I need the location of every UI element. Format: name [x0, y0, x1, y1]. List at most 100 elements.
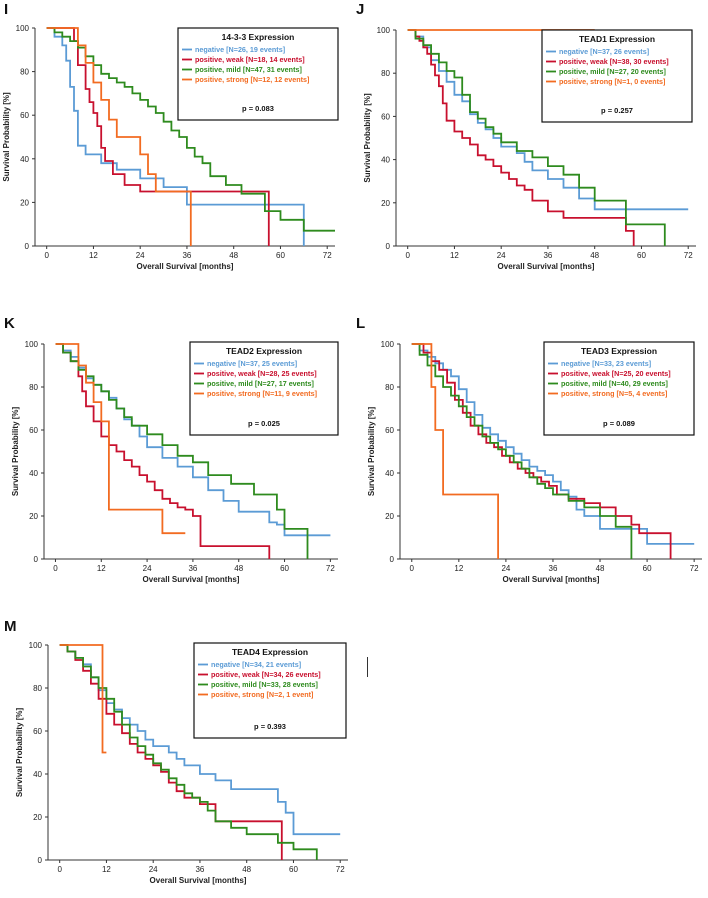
- legend-box: [543, 341, 695, 436]
- x-tick-label: 72: [323, 251, 332, 260]
- y-tick-label: 40: [33, 770, 42, 779]
- chart-title: TEAD1 Expression: [579, 34, 655, 44]
- km-curve-weak: [407, 29, 635, 246]
- x-tick-label: 12: [454, 564, 463, 573]
- x-tick-label: 36: [195, 865, 204, 874]
- x-axis-label: Overall Survival [months]: [137, 262, 234, 271]
- x-tick-label: 60: [276, 251, 285, 260]
- km-curve-strong: [55, 343, 186, 535]
- y-tick-label: 20: [385, 512, 394, 521]
- x-tick-label: 0: [44, 251, 49, 260]
- legend-entry-negative: negative [N=34, 21 events]: [211, 660, 301, 669]
- x-tick-label: 60: [280, 564, 289, 573]
- legend-entry-weak: positive, weak [N=34, 26 events]: [211, 670, 321, 679]
- x-tick-label: 48: [242, 865, 251, 874]
- chart-title: 14-3-3 Expression: [222, 32, 295, 42]
- x-tick-label: 60: [637, 251, 646, 260]
- km-curve-mild: [59, 644, 318, 860]
- y-axis-label: Survival Probability [%]: [367, 406, 376, 496]
- y-tick-label: 40: [29, 469, 38, 478]
- panel-l: L 0 12 24 36 48 60 72 0 20 40 60 80 100 Overall Surviv…: [352, 310, 708, 610]
- y-tick-label: 100: [25, 340, 39, 349]
- chart-title: TEAD2 Expression: [226, 346, 302, 356]
- y-tick-label: 80: [33, 684, 42, 693]
- x-tick-label: 0: [57, 865, 62, 874]
- x-tick-label: 24: [497, 251, 506, 260]
- km-curve-mild: [407, 29, 666, 246]
- x-tick-label: 72: [684, 251, 693, 260]
- x-tick-label: 24: [501, 564, 510, 573]
- x-tick-label: 72: [336, 865, 345, 874]
- legend-entry-negative: negative [N=26, 19 events]: [195, 45, 285, 54]
- panel-m: M 0 12 24 36 48 60 72 0 20 40 60 80 100 Overall Surviv…: [0, 615, 360, 898]
- x-tick-label: 48: [234, 564, 243, 573]
- x-tick-label: 48: [596, 564, 605, 573]
- y-tick-label: 0: [38, 856, 43, 865]
- x-axis-label: Overall Survival [months]: [150, 876, 247, 885]
- x-tick-label: 12: [102, 865, 111, 874]
- x-tick-label: 48: [229, 251, 238, 260]
- km-curve-strong: [59, 644, 107, 754]
- km-chart-svg: J 0 12 24 36 48 60 72 0 20 40 60 80 100 Overall Surviv…: [356, 1, 696, 271]
- y-axis-label: Survival Probability [%]: [2, 92, 11, 182]
- y-tick-label: 40: [20, 155, 29, 164]
- y-tick-label: 60: [29, 426, 38, 435]
- km-curve-mild: [411, 343, 633, 559]
- y-tick-label: 0: [25, 242, 30, 251]
- legend-box: [189, 341, 339, 436]
- x-tick-label: 60: [643, 564, 652, 573]
- x-tick-label: 24: [136, 251, 145, 260]
- chart-title: TEAD4 Expression: [232, 647, 308, 657]
- legend-entry-mild: positive, mild [N=33, 28 events]: [211, 680, 318, 689]
- p-value: p = 0.083: [242, 104, 274, 113]
- legend-box: [541, 29, 693, 123]
- y-tick-label: 80: [20, 68, 29, 77]
- legend-entry-weak: positive, weak [N=25, 20 events]: [561, 369, 671, 378]
- legend-entry-strong: positive, strong [N=2, 1 event]: [211, 690, 313, 699]
- x-tick-label: 12: [97, 564, 106, 573]
- km-curve-mild: [55, 343, 309, 559]
- legend-entry-strong: positive, strong [N=11, 9 events]: [207, 389, 317, 398]
- x-tick-label: 36: [182, 251, 191, 260]
- km-curve-strong: [411, 343, 499, 559]
- x-tick-label: 36: [549, 564, 558, 573]
- y-tick-label: 100: [377, 26, 391, 35]
- y-axis-label: Survival Probability [%]: [11, 406, 20, 496]
- km-chart-svg: I 0 12 24 36 48 60 72 0 20 40 60 80 100 Overall Surviv…: [2, 1, 339, 271]
- legend-entry-weak: positive, weak [N=28, 25 events]: [207, 369, 317, 378]
- x-tick-label: 24: [149, 865, 158, 874]
- x-axis-label: Overall Survival [months]: [498, 262, 595, 271]
- x-tick-label: 48: [590, 251, 599, 260]
- x-tick-label: 72: [326, 564, 335, 573]
- x-axis-label: Overall Survival [months]: [143, 575, 240, 584]
- y-tick-label: 40: [385, 469, 394, 478]
- legend-entry-mild: positive, mild [N=27, 17 events]: [207, 379, 314, 388]
- legend-entry-mild: positive, mild [N=40, 29 events]: [561, 379, 668, 388]
- km-chart-svg: L 0 12 24 36 48 60 72 0 20 40 60 80 100 Overall Surviv…: [356, 315, 702, 584]
- y-tick-label: 60: [33, 727, 42, 736]
- legend-box: [177, 27, 339, 121]
- km-curve-mild: [46, 27, 335, 232]
- legend-box: [193, 642, 347, 739]
- legend-entry-mild: positive, mild [N=47, 31 events]: [195, 65, 302, 74]
- p-value: p = 0.025: [248, 419, 280, 428]
- x-tick-label: 0: [53, 564, 58, 573]
- y-axis-label: Survival Probability [%]: [15, 707, 24, 797]
- km-curve-negative: [46, 27, 305, 246]
- x-tick-label: 12: [89, 251, 98, 260]
- y-axis-label: Survival Probability [%]: [363, 93, 372, 183]
- y-tick-label: 20: [20, 198, 29, 207]
- y-tick-label: 40: [381, 156, 390, 165]
- chart-title: TEAD3 Expression: [581, 346, 657, 356]
- x-tick-label: 72: [690, 564, 699, 573]
- legend-entry-negative: negative [N=37, 26 events]: [559, 47, 649, 56]
- x-tick-label: 36: [188, 564, 197, 573]
- km-curve-weak: [46, 27, 270, 246]
- legend-entry-strong: positive, strong [N=1, 0 events]: [559, 77, 665, 86]
- km-curve-weak: [55, 343, 271, 559]
- stray-vertical-mark: [367, 657, 368, 677]
- x-tick-label: 12: [450, 251, 459, 260]
- y-tick-label: 0: [34, 555, 39, 564]
- x-tick-label: 0: [405, 251, 410, 260]
- x-axis-label: Overall Survival [months]: [503, 575, 600, 584]
